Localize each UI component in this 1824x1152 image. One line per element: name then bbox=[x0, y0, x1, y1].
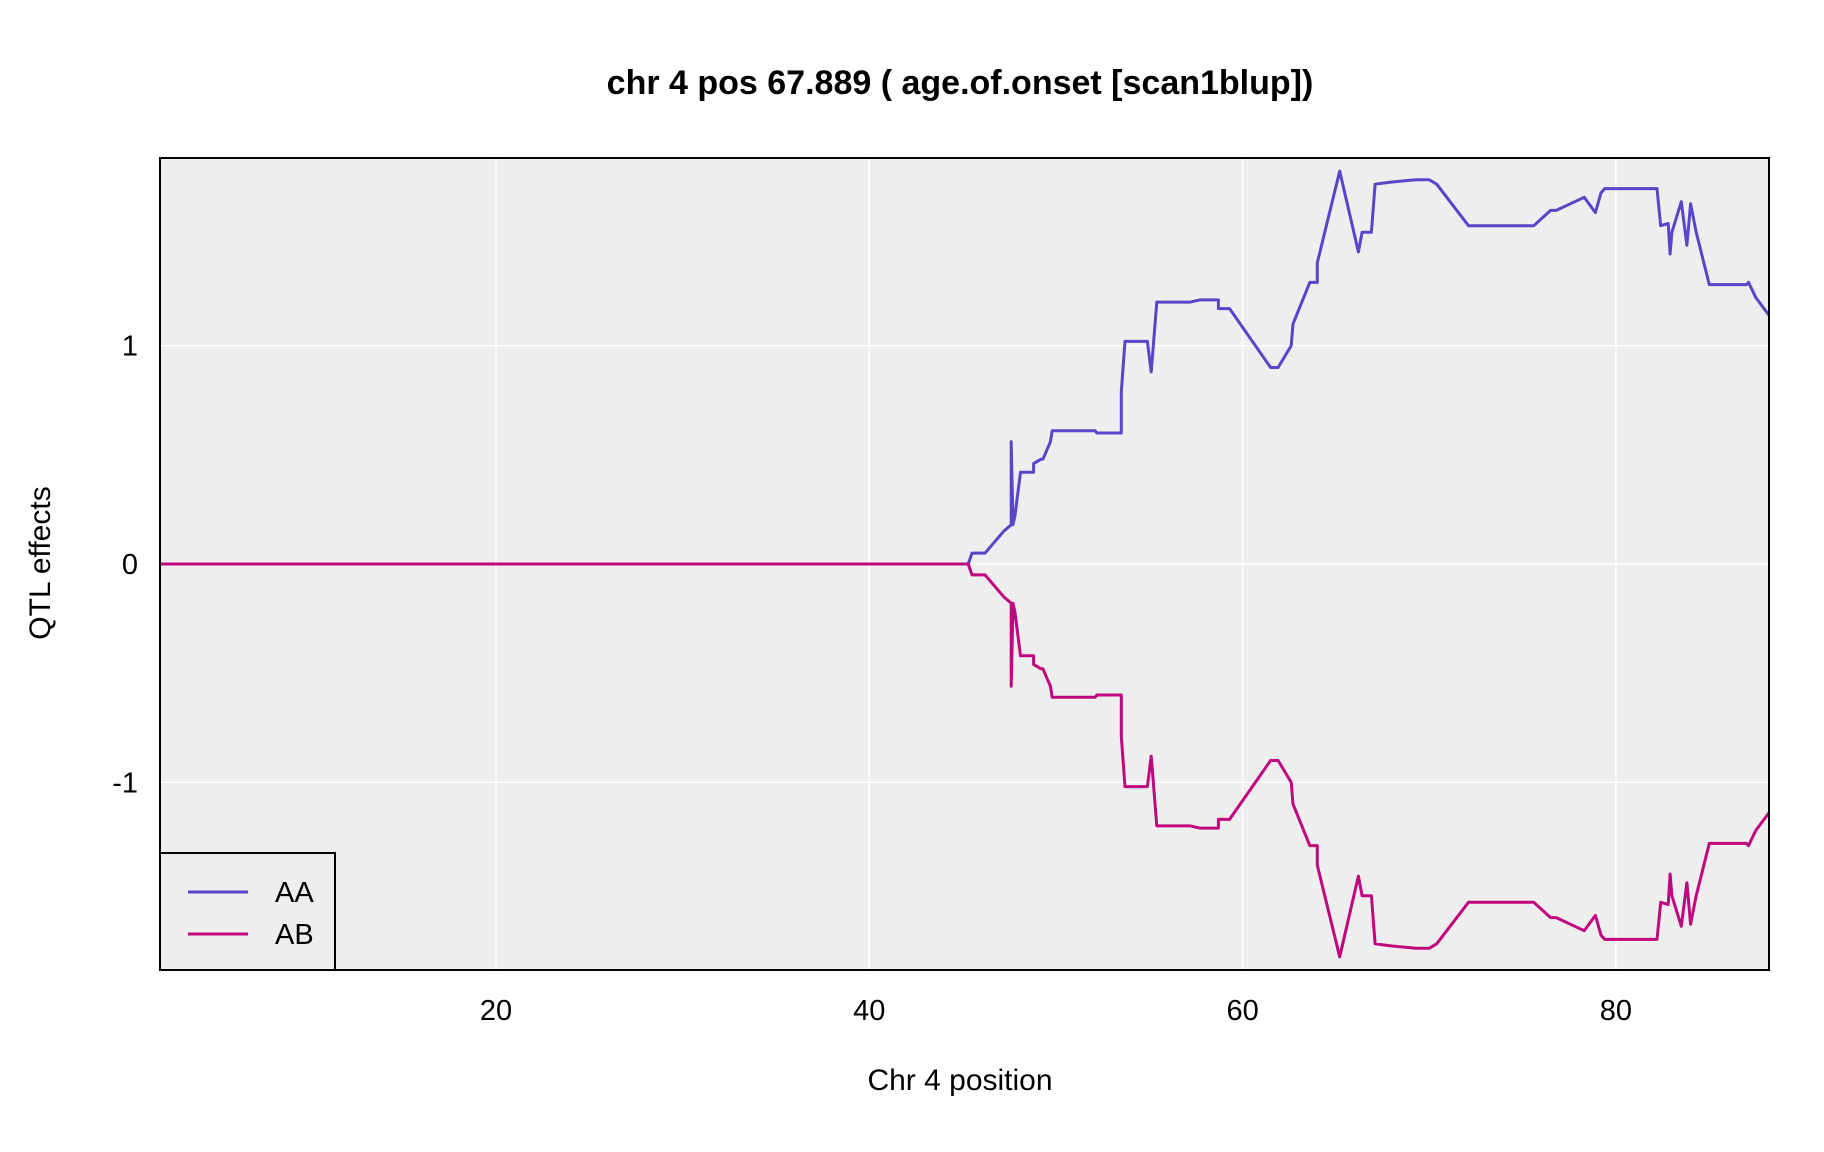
axis-ticks: 20 40 60 80 -1 0 1 bbox=[112, 331, 1632, 1027]
legend-label-aa: AA bbox=[275, 877, 314, 909]
x-tick-label: 20 bbox=[480, 995, 512, 1027]
x-tick-label: 80 bbox=[1600, 995, 1632, 1027]
plot-border bbox=[159, 157, 1770, 971]
chart-title: chr 4 pos 67.889 ( age.of.onset [scan1bl… bbox=[607, 64, 1314, 102]
legend-label-ab: AB bbox=[275, 919, 314, 951]
series-lines bbox=[160, 169, 1769, 959]
series-line-aa bbox=[160, 169, 1769, 566]
y-tick-label: -1 bbox=[112, 767, 138, 799]
legend-box bbox=[159, 852, 336, 971]
x-axis-label: Chr 4 position bbox=[867, 1064, 1052, 1097]
y-tick-label: 1 bbox=[122, 331, 138, 363]
x-tick-label: 40 bbox=[853, 995, 885, 1027]
legend: AA AB bbox=[159, 852, 336, 971]
x-tick-label: 60 bbox=[1226, 995, 1258, 1027]
plot-frame bbox=[159, 157, 1770, 971]
series-line-ab bbox=[160, 562, 1769, 959]
y-tick-label: 0 bbox=[122, 549, 138, 581]
y-axis-label: QTL effects bbox=[24, 486, 57, 639]
